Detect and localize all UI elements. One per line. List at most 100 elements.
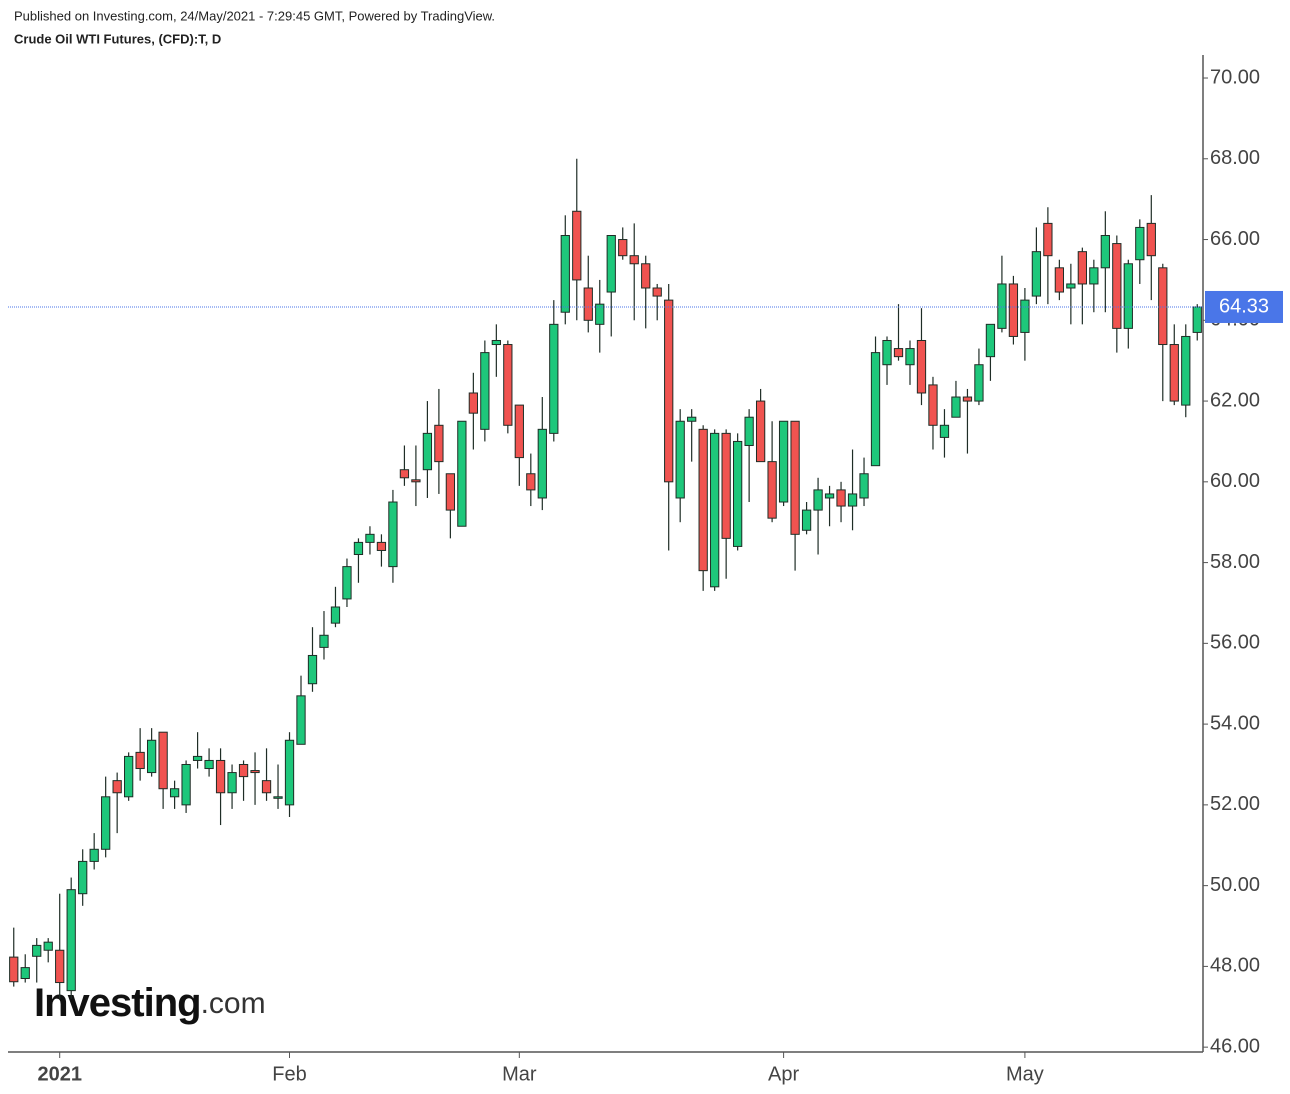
candle-body <box>503 344 513 426</box>
candle-body <box>951 396 961 418</box>
candle-body <box>55 949 65 984</box>
y-tick-label: 70.00 <box>1210 66 1260 88</box>
candle-body <box>916 339 927 394</box>
candle-body <box>112 780 122 794</box>
candle-body <box>101 796 111 850</box>
candle-body <box>365 533 375 543</box>
candle-body <box>43 941 53 951</box>
candle-body <box>158 731 168 790</box>
candle-body <box>1123 263 1133 329</box>
candle-body <box>457 420 467 527</box>
y-tick-label: 48.00 <box>1210 955 1260 977</box>
candle-body <box>399 469 410 479</box>
candle-body <box>813 489 823 511</box>
candle-body <box>124 755 134 798</box>
candle-body <box>1020 299 1030 333</box>
candle-body <box>549 323 559 434</box>
candle-body <box>192 755 203 761</box>
candle-body <box>353 541 364 556</box>
candle-body <box>296 695 306 745</box>
candle-body <box>330 606 341 624</box>
candle-body <box>1181 335 1191 406</box>
candle-body <box>824 493 835 499</box>
candle-body <box>641 263 651 289</box>
watermark-brand: Investing <box>34 981 201 1025</box>
candle-body <box>801 509 812 531</box>
candle-body <box>480 352 490 430</box>
candle-body <box>893 348 904 358</box>
candle-body <box>847 493 858 507</box>
candle-body <box>870 352 881 467</box>
candle-body <box>687 416 697 422</box>
candle-body <box>66 889 76 992</box>
candle-body <box>204 759 214 770</box>
y-tick-label: 68.00 <box>1210 147 1260 169</box>
candle-body <box>710 432 720 588</box>
candle-body <box>997 283 1007 329</box>
candle-body <box>583 287 593 321</box>
candle-body <box>238 763 249 778</box>
candle-body <box>250 770 260 774</box>
candle-body <box>859 473 869 499</box>
candle-body <box>32 944 42 957</box>
last-price-label: 64.33 <box>1219 295 1269 317</box>
candle-body <box>215 759 226 794</box>
candle-body <box>1169 344 1179 402</box>
y-tick-label: 52.00 <box>1210 793 1260 815</box>
candle-body <box>1158 267 1168 346</box>
candle-body <box>422 432 433 471</box>
candle-body <box>664 299 674 483</box>
candle-body <box>962 396 973 402</box>
candle-body <box>1135 226 1145 261</box>
candle-body <box>675 420 685 499</box>
candle-body <box>1100 235 1110 269</box>
candle-body <box>169 788 180 798</box>
candle-body <box>618 239 628 257</box>
candle-body <box>698 428 708 572</box>
candle-body <box>629 255 639 265</box>
candle-body <box>790 420 800 535</box>
candle-body <box>445 473 456 511</box>
candle-body <box>284 739 295 806</box>
candle-body <box>1066 283 1076 289</box>
candle-body <box>733 440 743 547</box>
y-tick-label: 54.00 <box>1210 712 1260 734</box>
candle-body <box>526 473 536 491</box>
candle-body <box>606 235 616 293</box>
candle-body <box>985 323 996 358</box>
candle-body <box>1112 243 1122 329</box>
last-price-box <box>1205 290 1283 323</box>
candle-body <box>1008 283 1019 337</box>
candle-body <box>882 339 892 366</box>
candles <box>9 158 1202 999</box>
y-tick-label: 66.00 <box>1210 228 1260 250</box>
candle-body <box>78 860 88 895</box>
candle-body <box>1146 222 1156 257</box>
candle-body <box>89 848 99 862</box>
candle-body <box>1054 267 1065 293</box>
candle-body <box>905 348 915 366</box>
candle-body <box>767 461 777 519</box>
candle-body <box>342 566 352 600</box>
candle-body <box>560 235 570 313</box>
published-note: Published on Investing.com, 24/May/2021 … <box>14 8 495 23</box>
y-tick-label: 56.00 <box>1210 632 1260 654</box>
candle-body <box>514 404 524 459</box>
watermark-suffix: .com <box>201 987 266 1020</box>
candle-body <box>974 364 984 402</box>
candle-body <box>1089 267 1099 285</box>
candle-body <box>939 424 950 438</box>
candle-body <box>1077 251 1087 285</box>
symbol-title: Crude Oil WTI Futures, (CFD):T, D <box>14 31 221 46</box>
candle-body <box>1031 251 1042 297</box>
candle-body <box>836 489 846 507</box>
x-tick-label: 2021 <box>37 1063 82 1085</box>
candle-body <box>1043 222 1053 257</box>
y-tick-label: 46.00 <box>1210 1035 1260 1057</box>
candle-body <box>307 654 318 685</box>
x-tick-label: Mar <box>502 1063 537 1085</box>
y-tick-label: 62.00 <box>1210 389 1260 411</box>
candle-body <box>388 501 398 568</box>
candle-body <box>319 634 329 648</box>
